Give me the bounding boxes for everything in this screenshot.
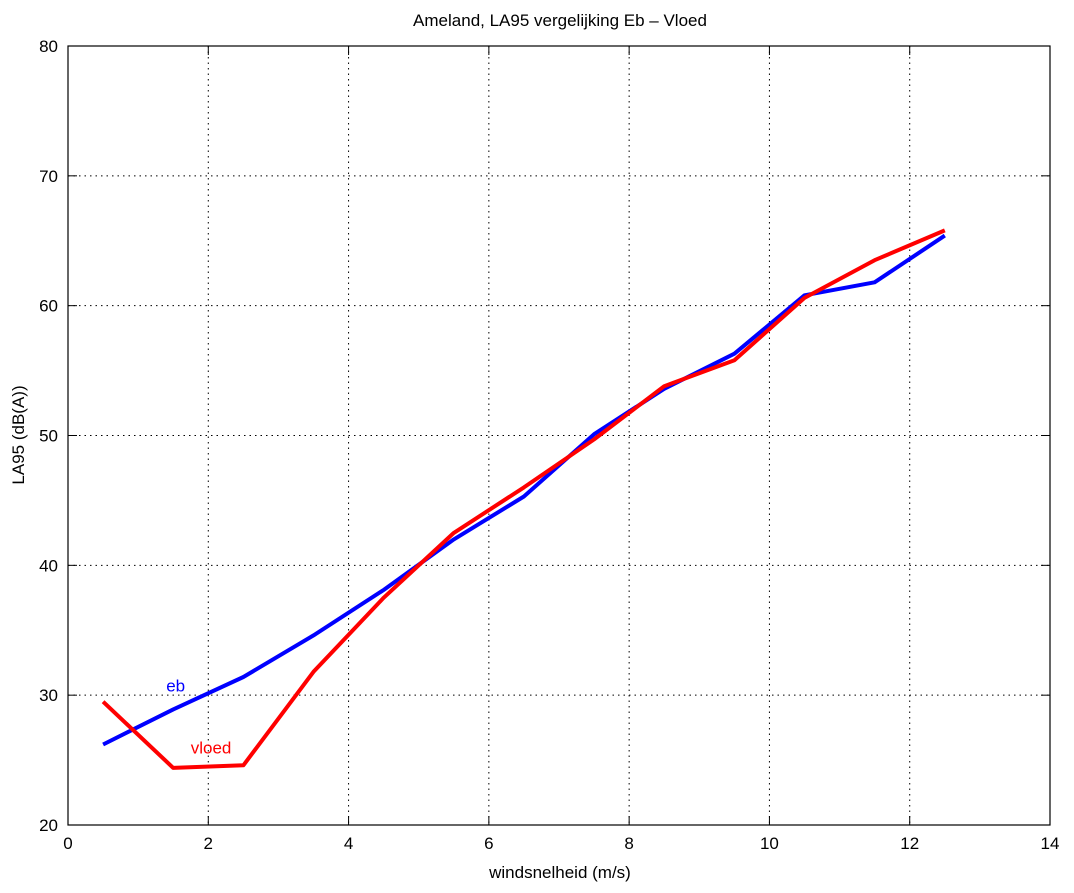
y-tick-label: 30 <box>39 686 58 705</box>
series-lines <box>101 228 946 770</box>
y-tick-label: 80 <box>39 37 58 56</box>
x-tick-label: 14 <box>1041 834 1060 853</box>
x-tick-label: 10 <box>760 834 779 853</box>
y-tick-label: 70 <box>39 167 58 186</box>
series-label-eb: eb <box>166 676 185 695</box>
grid <box>68 46 1050 825</box>
x-tick-label: 6 <box>484 834 493 853</box>
series-label-vloed: vloed <box>191 739 232 758</box>
series-labels: eb vloed <box>166 676 231 757</box>
y-axis-title: LA95 (dB(A)) <box>9 385 28 484</box>
y-tick-label: 50 <box>39 427 58 446</box>
x-tick-label: 12 <box>900 834 919 853</box>
x-tick-label: 2 <box>204 834 213 853</box>
series-line-vloed <box>101 228 946 770</box>
x-tick-label: 8 <box>624 834 633 853</box>
y-tick-label: 20 <box>39 816 58 835</box>
y-tick-label: 60 <box>39 297 58 316</box>
axis-ticks: 0 2 4 6 8 10 12 14 20 30 40 50 60 70 80 <box>39 37 1059 853</box>
x-axis-title: windsnelheid (m/s) <box>488 863 631 882</box>
x-tick-label: 4 <box>344 834 353 853</box>
chart-title: Ameland, LA95 vergelijking Eb – Vloed <box>413 11 707 30</box>
series-line-eb <box>102 233 946 747</box>
x-tick-label: 0 <box>63 834 72 853</box>
y-tick-label: 40 <box>39 556 58 575</box>
